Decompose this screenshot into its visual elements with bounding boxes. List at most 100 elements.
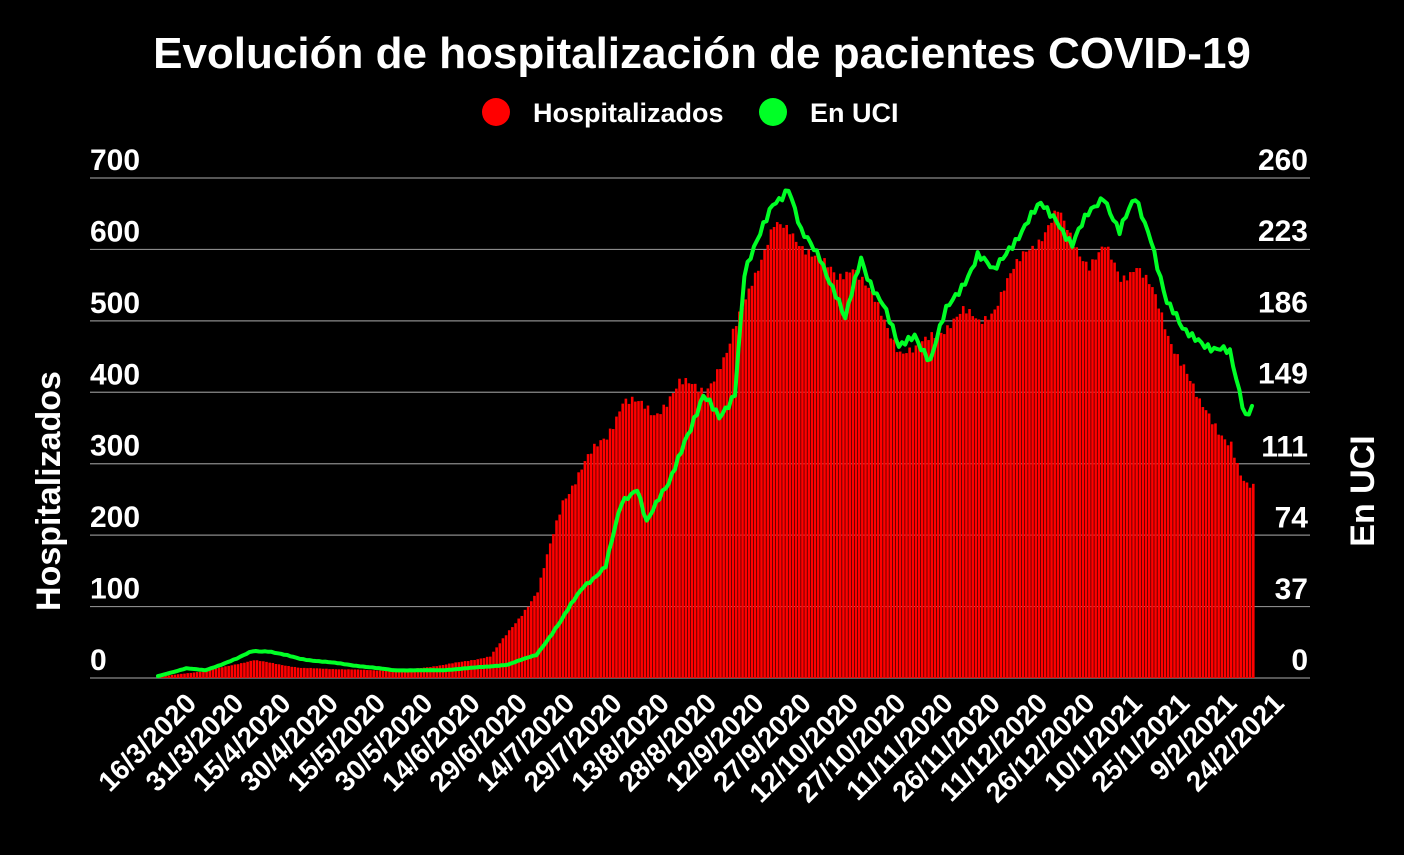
y-right-tick-label: 149 [1258, 357, 1308, 390]
hospitalizados-bar [239, 663, 243, 678]
hospitalizados-bar [933, 338, 937, 678]
hospitalizados-bar [1207, 413, 1211, 678]
hospitalizados-bar [1012, 268, 1015, 678]
hospitalizados-bar [709, 383, 713, 678]
hospitalizados-bar [1245, 482, 1249, 678]
hospitalizados-bar [176, 674, 180, 678]
hospitalizados-bar [864, 285, 867, 678]
hospitalizados-bar [511, 627, 514, 678]
hospitalizados-bar [227, 665, 230, 678]
hospitalizados-bar [984, 316, 987, 678]
hospitalizados-bar [993, 309, 997, 678]
hospitalizados-bar [236, 664, 240, 678]
en-uci-line [156, 188, 1254, 679]
hospitalizados-bar [167, 675, 171, 678]
grid [90, 177, 1310, 679]
hospitalizados-bar [504, 635, 508, 678]
hospitalizados-bar [766, 244, 770, 679]
y-right-tick-label: 37 [1275, 573, 1308, 606]
hospitalizados-bar [886, 328, 889, 678]
hospitalizados-bar [640, 400, 643, 678]
y-left-ticks: 0 100 200 300 400 500 600 700 [90, 144, 140, 677]
hospitalizados-bar [350, 669, 353, 678]
hospitalizados-bar [217, 667, 221, 678]
hospitalizados-bar [1233, 457, 1236, 678]
hospitalizados-bar [652, 415, 656, 678]
hospitalizados-bar [990, 313, 993, 678]
hospitalizados-bar [539, 577, 543, 678]
hospitalizados-bar [1135, 268, 1138, 678]
hospitalizados-bar [548, 543, 552, 678]
hospitalizados-bar [1021, 251, 1025, 678]
hospitalizados-bar [507, 630, 511, 678]
hospitalizados-bar [394, 670, 398, 678]
hospitalizados-bar [1006, 278, 1009, 678]
hospitalizados-bar [1056, 211, 1060, 678]
hospitalizados-bar [842, 279, 845, 678]
hospitalizados-bar [378, 670, 382, 678]
hospitalizados-bar [927, 340, 930, 678]
y-left-tick-label: 0 [90, 644, 107, 677]
hospitalizados-bar [429, 667, 432, 678]
hospitalizados-bar [280, 665, 284, 678]
hospitalizados-bar [309, 667, 312, 678]
hospitalizados-bar [772, 227, 776, 678]
hospitalizados-bar [1185, 373, 1189, 678]
hospitalizados-bar [615, 416, 618, 678]
hospitalizados-bar [801, 246, 804, 678]
hospitalizados-bar [826, 267, 829, 678]
y-right-tick-label: 0 [1291, 644, 1308, 677]
hospitalizados-bar [889, 338, 893, 678]
hospitalizados-bar [271, 662, 275, 678]
hospitalizados-bar [545, 554, 549, 678]
hospitalizados-bar [558, 514, 561, 678]
hospitalizados-bar [255, 660, 259, 678]
hospitalizados-bar [1138, 268, 1142, 678]
hospitalizados-bar [930, 332, 934, 678]
y-right-tick-label: 223 [1258, 215, 1308, 248]
hospitalizados-bar [693, 383, 697, 678]
hospitalizados-bar [249, 660, 253, 678]
hospitalizados-bar [388, 670, 391, 678]
hospitalizados-bar [861, 276, 864, 678]
en-uci-series-line [156, 188, 1254, 679]
hospitalizados-bar [965, 313, 968, 678]
hospitalizados-bar [561, 500, 565, 678]
hospitalizados-bar [419, 668, 423, 678]
hospitalizados-bar [321, 668, 325, 678]
hospitalizados-bar [1025, 251, 1028, 678]
hospitalizados-bar [1223, 439, 1227, 678]
hospitalizados-bar [769, 229, 773, 678]
hospitalizados-bar [1144, 274, 1148, 678]
hospitalizados-bar [564, 498, 568, 678]
hospitalizados-bar [678, 378, 681, 678]
hospitalizados-bar [1239, 475, 1242, 678]
y-left-tick-label: 400 [90, 358, 140, 391]
hospitalizados-bar [1116, 271, 1120, 678]
hospitalizados-bar [798, 246, 801, 678]
hospitalizados-bar [1204, 410, 1208, 678]
hospitalizados-bar [908, 347, 911, 678]
hospitalizados-bar [832, 272, 836, 678]
hospitalizados-bar [879, 315, 883, 678]
hospitalizados-bar [630, 396, 634, 678]
hospitalizados-bar [353, 669, 357, 678]
hospitalizados-bar [939, 332, 943, 678]
hospitalizados-bar [716, 369, 719, 678]
hospitalizados-bar [331, 669, 334, 678]
hospitalizados-bar [747, 288, 751, 678]
hospitalizados-bar [1009, 273, 1012, 678]
hospitalizados-bar [1088, 270, 1091, 678]
hospitalizados-bar [1192, 383, 1195, 678]
hospitalizados-bar [571, 485, 574, 678]
y-left-tick-label: 200 [90, 501, 140, 534]
hospitalizados-bar [1037, 239, 1041, 678]
hospitalizados-bar [530, 601, 533, 678]
hospitalizados-bar [290, 666, 294, 678]
hospitalizados-bar [848, 272, 852, 678]
hospitalizados-bar [785, 224, 788, 678]
hospitalizados-bar [296, 667, 300, 678]
hospitalizados-bar [208, 670, 212, 678]
hospitalizados-bar [829, 266, 833, 678]
hospitalizados-bar [750, 285, 754, 678]
